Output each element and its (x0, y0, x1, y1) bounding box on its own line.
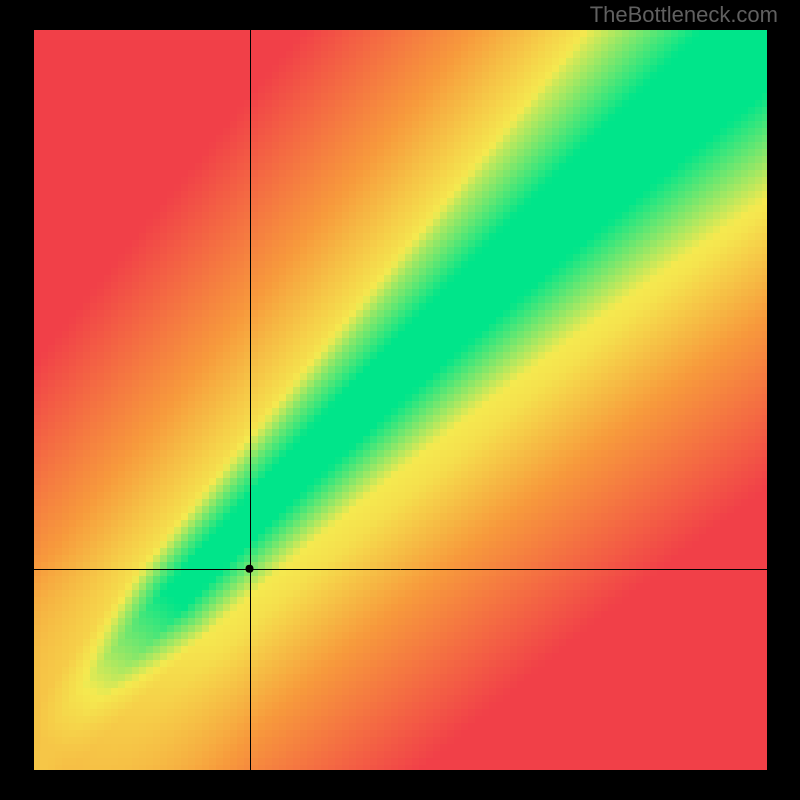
watermark-text: TheBottleneck.com (590, 2, 778, 28)
heatmap-canvas (0, 0, 800, 800)
chart-container: { "watermark": { "text": "TheBottleneck.… (0, 0, 800, 800)
